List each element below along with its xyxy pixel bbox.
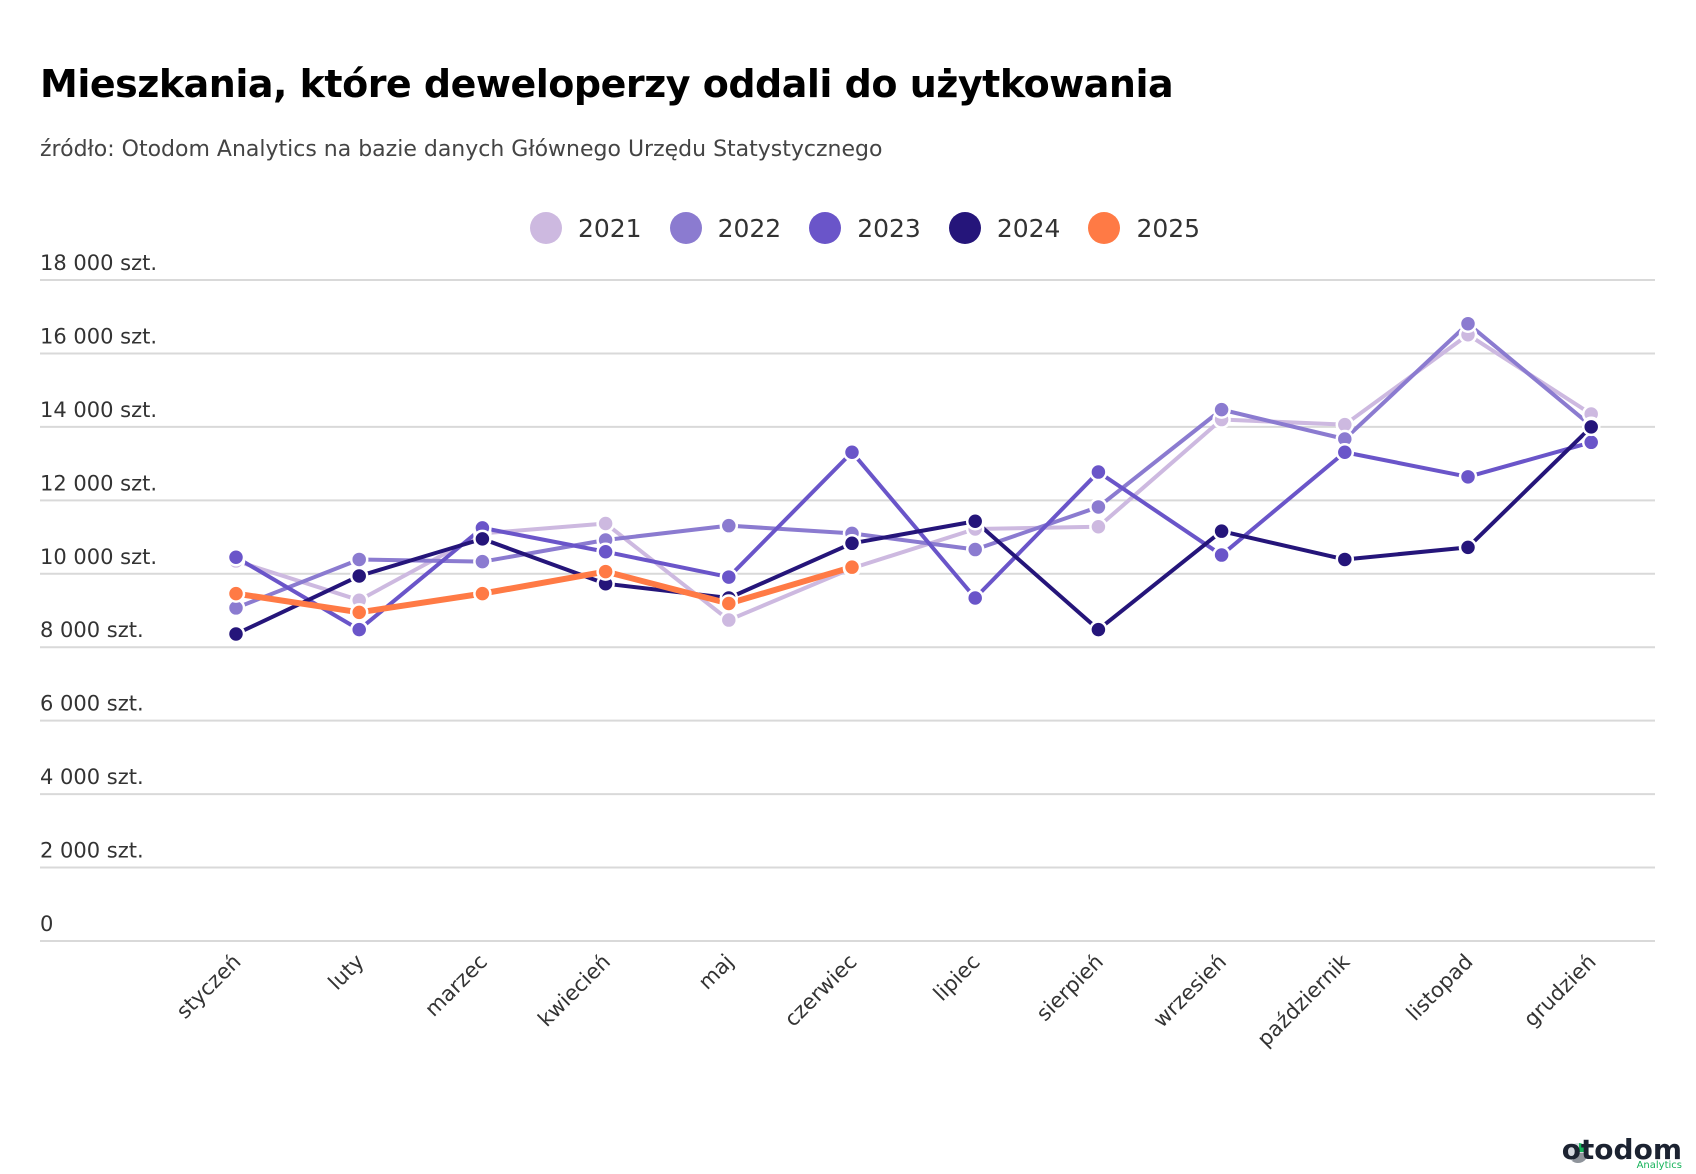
pie-chart-logo-icon	[1568, 1143, 1588, 1163]
x-tick-label: sierpień	[1032, 950, 1108, 1026]
legend: 2021 2022 2023 2024 2025	[0, 212, 1696, 244]
legend-item-2025[interactable]: 2025	[1088, 212, 1200, 244]
legend-swatch-2024	[948, 212, 981, 244]
data-point-2022[interactable]	[473, 552, 492, 571]
legend-swatch-2021	[529, 212, 562, 244]
legend-swatch-2022	[669, 212, 702, 244]
data-point-2023[interactable]	[1089, 462, 1108, 482]
legend-label: 2022	[717, 213, 782, 243]
y-axis: 0 2 000 szt. 4 000 szt. 6 000 szt. 8 000 szt…	[40, 251, 157, 936]
data-point-2022[interactable]	[1458, 314, 1478, 333]
y-tick-label: 16 000 szt.	[40, 324, 157, 348]
legend-item-2021[interactable]: 2021	[529, 212, 642, 244]
data-point-2025[interactable]	[842, 557, 862, 577]
x-axis: styczeń luty marzec kwiecień maj czerwiec lipi…	[172, 949, 1601, 1051]
data-point-2024[interactable]	[226, 624, 246, 644]
data-point-2025[interactable]	[719, 594, 739, 613]
legend-swatch-2025	[1088, 212, 1121, 244]
chart-title: Mieszkania, które deweloperzy oddali do …	[40, 62, 1174, 106]
legend-swatch-2023	[809, 212, 842, 244]
legend-label: 2023	[857, 213, 921, 243]
data-point-2022[interactable]	[719, 516, 739, 535]
y-tick-label: 8 000 szt.	[40, 618, 144, 642]
data-point-2024[interactable]	[1458, 538, 1478, 557]
series-line-2022	[234, 321, 1594, 610]
legend-label: 2021	[577, 213, 642, 243]
data-point-2023[interactable]	[1458, 467, 1478, 487]
legend-label: 2025	[1136, 213, 1201, 243]
y-tick-label: 12 000 szt.	[40, 471, 157, 495]
x-tick-label: luty	[324, 950, 369, 995]
x-tick-label: listopad	[1402, 950, 1478, 1026]
data-point-2022[interactable]	[349, 550, 369, 569]
series-line-2021	[234, 332, 1594, 623]
legend-item-2024[interactable]: 2024	[948, 212, 1061, 244]
data-point-2024[interactable]	[1335, 550, 1355, 569]
x-tick-label: styczeń	[172, 950, 246, 1024]
legend-label: 2024	[996, 213, 1061, 243]
y-tick-label: 10 000 szt.	[40, 545, 157, 569]
y-tick-label: 2 000 szt.	[40, 839, 144, 863]
x-tick-label: październik	[1253, 949, 1355, 1051]
x-tick-label: grudzień	[1519, 950, 1601, 1032]
chart-subtitle: źródło: Otodom Analytics na bazie danych…	[40, 137, 883, 162]
data-point-2024[interactable]	[1212, 521, 1231, 541]
data-point-2022[interactable]	[1089, 497, 1108, 517]
y-tick-label: 6 000 szt.	[40, 692, 144, 716]
data-point-2024[interactable]	[842, 534, 862, 553]
data-point-2025[interactable]	[473, 584, 492, 603]
grid-lines	[40, 279, 1655, 942]
data-point-2023[interactable]	[226, 548, 246, 567]
data-point-2025[interactable]	[349, 603, 369, 622]
y-tick-label: 14 000 szt.	[40, 398, 157, 422]
data-point-2023[interactable]	[349, 620, 369, 639]
data-point-2023[interactable]	[596, 542, 615, 561]
x-tick-label: lipiec	[929, 950, 985, 1006]
series-points	[226, 314, 1601, 644]
x-tick-label: czerwiec	[780, 950, 862, 1032]
data-point-2022[interactable]	[1212, 400, 1231, 419]
y-tick-label: 0	[40, 912, 53, 936]
x-tick-label: maj	[694, 950, 739, 995]
data-point-2023[interactable]	[1212, 545, 1231, 565]
data-point-2024[interactable]	[1089, 620, 1108, 639]
logo-subtext: Analytics	[1636, 1160, 1682, 1171]
data-point-2022[interactable]	[965, 540, 985, 559]
data-point-2021[interactable]	[1089, 517, 1108, 537]
data-point-2023[interactable]	[965, 588, 985, 608]
data-point-2024[interactable]	[473, 529, 492, 549]
legend-item-2022[interactable]: 2022	[669, 212, 782, 244]
data-point-2021[interactable]	[596, 514, 615, 533]
data-point-2023[interactable]	[842, 442, 862, 462]
data-point-2023[interactable]	[1335, 442, 1355, 462]
x-tick-label: marzec	[420, 950, 492, 1022]
series-line-2024	[234, 424, 1594, 637]
data-point-2021[interactable]	[719, 610, 739, 630]
logo-text: otodom	[1561, 1133, 1682, 1166]
data-point-2025[interactable]	[596, 562, 615, 581]
data-point-2024[interactable]	[1581, 417, 1601, 437]
data-point-2024[interactable]	[349, 566, 369, 586]
x-tick-label: wrzesień	[1149, 950, 1232, 1033]
data-point-2023[interactable]	[1581, 433, 1601, 452]
data-point-2023[interactable]	[719, 567, 739, 587]
series-lines	[233, 321, 1594, 637]
series-line-2025	[233, 564, 855, 616]
legend-item-2023[interactable]: 2023	[809, 212, 921, 244]
y-tick-label: 4 000 szt.	[40, 765, 144, 789]
x-tick-label: kwiecień	[533, 950, 615, 1032]
data-point-2024[interactable]	[965, 512, 985, 531]
y-tick-label: 18 000 szt.	[40, 251, 157, 275]
data-point-2025[interactable]	[226, 584, 246, 603]
